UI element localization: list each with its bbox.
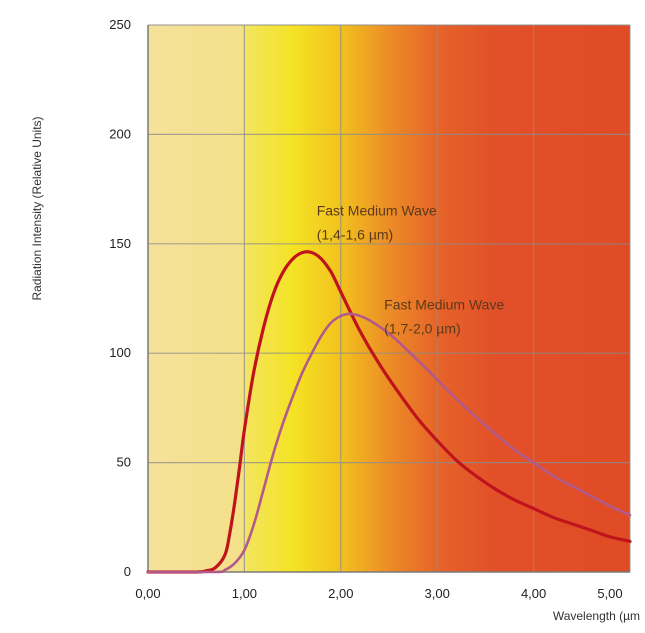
y-tick-label: 100	[109, 345, 131, 360]
annotation-1: Fast Medium Wave (1,4-1,6 µm)	[317, 202, 437, 242]
y-tick-label: 50	[117, 455, 131, 470]
x-tick-label: 2,00	[328, 586, 353, 601]
annotation-text: (1,4-1,6 µm)	[317, 226, 394, 242]
y-tick-label: 200	[109, 126, 131, 141]
plot-background	[148, 25, 630, 572]
y-axis-label: Radiation Intensity (Relative Units)	[30, 116, 44, 300]
y-tick-label: 150	[109, 236, 131, 251]
y-tick-label: 250	[109, 17, 131, 32]
x-tick-label: 5,00	[597, 586, 622, 601]
series-layer	[146, 250, 632, 574]
x-tick-label: 4,00	[521, 586, 546, 601]
series-line-1	[146, 250, 632, 574]
annotation-text: Fast Medium Wave	[317, 202, 437, 218]
x-tick-label: 1,00	[232, 586, 257, 601]
axes: 0 50 100 150 200 250 0,00 1,00 2,00 3,00 4,00 5,00	[109, 17, 630, 601]
annotations: Fast Medium Wave(1,4-1,6 µm)Fast Medium …	[317, 202, 505, 336]
annotation-2: Fast Medium Wave (1,7-2,0 µm)	[384, 296, 504, 336]
grid-lines	[148, 24, 631, 572]
series-line-2	[146, 312, 632, 574]
x-tick-label: 3,00	[425, 586, 450, 601]
x-tick-label: 0,00	[135, 586, 160, 601]
x-axis-label: Wavelength (µm	[553, 609, 640, 623]
y-tick-label: 0	[124, 564, 131, 579]
annotation-text: (1,7-2,0 µm)	[384, 320, 461, 336]
annotation-text: Fast Medium Wave	[384, 296, 504, 312]
